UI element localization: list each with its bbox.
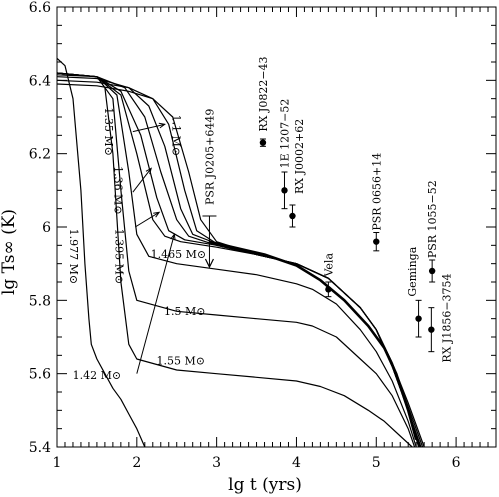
source-label: RX J0822−43 <box>257 56 270 131</box>
y-tick-label: 6.6 <box>29 0 51 16</box>
source-point <box>415 315 422 322</box>
source-label: RX J1856−3754 <box>441 273 454 362</box>
mass-label: 1.1 M⊙ <box>170 115 183 156</box>
cooling-curve <box>208 240 418 441</box>
cooling-curves <box>56 57 425 448</box>
cooling-curve <box>56 57 146 448</box>
pointer-line <box>132 168 152 193</box>
x-tick-label: 2 <box>132 455 141 471</box>
source-point <box>325 286 332 293</box>
label-pointers <box>132 122 176 374</box>
pointer-line <box>136 234 175 374</box>
cooling-curve <box>56 72 417 448</box>
source-label: PSR J0205+6449 <box>203 109 216 205</box>
mass-label: 1.36 M⊙ <box>111 166 124 214</box>
mass-labels: 1.1 M⊙ 1.35 M⊙ 1.36 M⊙ 1.395 M⊙ 1.977 M⊙ 1.46… <box>67 107 206 382</box>
source-label: PSR 0656+14 <box>370 153 383 231</box>
mass-label: 1.465 M⊙ <box>151 248 206 261</box>
mass-label: 1.55 M⊙ <box>156 355 204 368</box>
source-label: RX J0002+62 <box>293 119 306 194</box>
pointer-arrowhead <box>158 122 167 129</box>
cooling-curve <box>56 72 416 448</box>
source-label: Geminga <box>406 246 419 296</box>
x-axis-label: lg t (yrs) <box>228 475 302 495</box>
source-point <box>289 212 296 220</box>
observed-sources: RX J0822−43 1E 1207−52 RX J0002+62 PSR J020… <box>202 56 454 363</box>
axes: 1 2 3 4 5 6 5.4 5.6 5.8 6 6.2 6.4 6.6 <box>29 0 497 471</box>
source-label: 1E 1207−52 <box>278 99 291 169</box>
pointer-line <box>132 123 165 133</box>
x-tick-label: 3 <box>212 455 221 471</box>
pointer-arrowhead <box>153 211 161 218</box>
pointer-arrowhead <box>170 233 176 241</box>
mass-label: 1.395 M⊙ <box>112 229 125 284</box>
source-label: PSR 1055−52 <box>426 180 439 258</box>
source-point <box>428 326 435 333</box>
source-point <box>428 267 436 275</box>
mass-label: 1.35 M⊙ <box>102 107 115 155</box>
upper-limit-arrow <box>204 258 214 269</box>
y-tick-label: 5.4 <box>29 440 51 456</box>
mass-label: 1.42 M⊙ <box>73 369 121 382</box>
y-tick-label: 6 <box>42 220 51 236</box>
x-tick-label: 1 <box>53 455 62 471</box>
y-tick-label: 6.4 <box>29 73 51 89</box>
y-tick-label: 5.8 <box>29 293 51 309</box>
y-axis-label: lg Ts∞ (K) <box>0 209 19 295</box>
source-point <box>373 238 380 245</box>
mass-label: 1.977 M⊙ <box>67 229 80 284</box>
pointer-arrowhead <box>145 167 152 175</box>
source-label: Vela <box>322 253 335 278</box>
x-tick-label: 5 <box>372 455 381 471</box>
source-point <box>259 139 267 146</box>
cooling-curve <box>56 72 413 448</box>
y-tick-label: 6.2 <box>29 147 51 163</box>
x-tick-label: 6 <box>452 455 461 471</box>
y-tick-label: 5.6 <box>29 367 51 383</box>
x-tick-label: 4 <box>292 455 301 471</box>
pointer-line <box>134 211 160 228</box>
source-point <box>281 187 288 194</box>
mass-label: 1.5 M⊙ <box>164 305 205 318</box>
